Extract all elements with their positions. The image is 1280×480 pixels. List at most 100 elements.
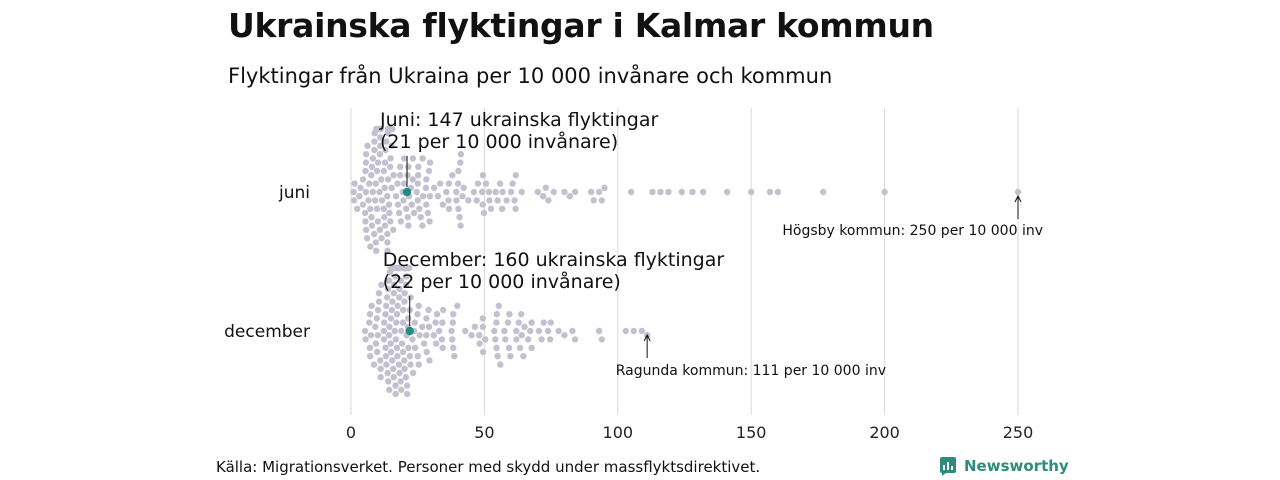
data-point [389,298,396,305]
data-point [385,277,393,284]
data-point [393,311,401,318]
data-point [561,332,568,339]
data-point [362,151,370,158]
data-point [385,201,393,208]
data-point [545,197,552,204]
data-point [437,180,444,187]
data-point [515,319,522,326]
chart-subtitle: Flyktingar från Ukraina per 10 000 invån… [228,64,833,88]
data-point [390,226,397,233]
data-point [416,332,423,339]
data-point [479,315,486,322]
data-point [395,361,403,368]
data-point [480,209,488,217]
data-point [561,188,568,196]
data-point [380,336,388,343]
data-point [371,146,378,154]
data-point [384,369,391,377]
data-point [473,197,480,204]
data-point [820,188,827,196]
data-point [390,172,397,179]
data-point [456,214,463,221]
data-point [638,327,646,335]
data-point [377,125,385,133]
data-point [390,281,398,288]
data-point [540,319,547,326]
data-point [518,188,525,196]
data-point [423,332,430,339]
data-point [402,281,410,288]
data-point [381,159,389,166]
data-point [465,197,472,204]
data-point [396,172,404,179]
data-point [414,353,421,360]
data-point [372,239,380,246]
data-point [538,336,545,343]
data-point [423,315,430,322]
data-point [399,306,407,314]
data-point [689,188,696,196]
data-point [382,353,390,360]
max-note: Ragunda kommun: 111 per 10 000 inv [616,363,886,379]
data-point [492,336,499,343]
data-point [439,319,446,326]
data-point [407,361,414,368]
data-point [400,180,408,187]
data-point [516,344,524,351]
data-point [382,146,389,154]
data-point [398,340,406,347]
data-point [657,188,664,196]
data-point [384,230,391,238]
data-point [366,344,374,351]
data-point [595,327,603,335]
data-point [449,319,457,326]
data-point [470,188,478,196]
data-point [450,344,457,351]
data-point [377,357,384,364]
data-point [390,365,397,372]
data-point [384,193,391,200]
data-point [457,159,464,166]
data-point [630,327,638,335]
data-point [451,353,458,360]
data-point [406,353,414,360]
source-note: Källa: Migrationsverket. Personer med sk… [216,458,761,476]
data-point [419,222,426,229]
data-point [361,327,369,335]
data-point [423,201,430,208]
data-point [386,209,393,217]
data-point [512,172,520,179]
data-point [478,188,486,196]
brand-logo[interactable]: Newsworthy [938,456,1069,476]
data-point [398,386,405,393]
data-point [393,319,400,326]
data-point [426,159,434,166]
data-point [525,336,532,343]
data-point [386,323,393,330]
data-point [571,188,579,196]
x-tick-label: 100 [603,423,634,442]
data-point [534,188,541,196]
data-point [378,235,385,242]
data-point [398,327,405,335]
row-label: juni [278,183,310,203]
data-point [425,167,433,175]
data-point [378,197,386,204]
data-point [385,378,392,385]
data-point [390,290,397,297]
data-point [496,180,504,187]
data-point [423,176,430,183]
data-point [440,306,447,314]
data-point [518,311,525,318]
x-tick-label: 0 [346,423,356,442]
data-point [495,302,503,309]
data-point [453,188,460,196]
data-point [420,340,428,347]
data-point [426,357,433,364]
highlight-point [402,187,412,197]
data-point [457,151,465,158]
data-point [378,281,385,288]
data-point [374,218,382,225]
data-point [547,319,554,326]
data-point [399,319,407,326]
